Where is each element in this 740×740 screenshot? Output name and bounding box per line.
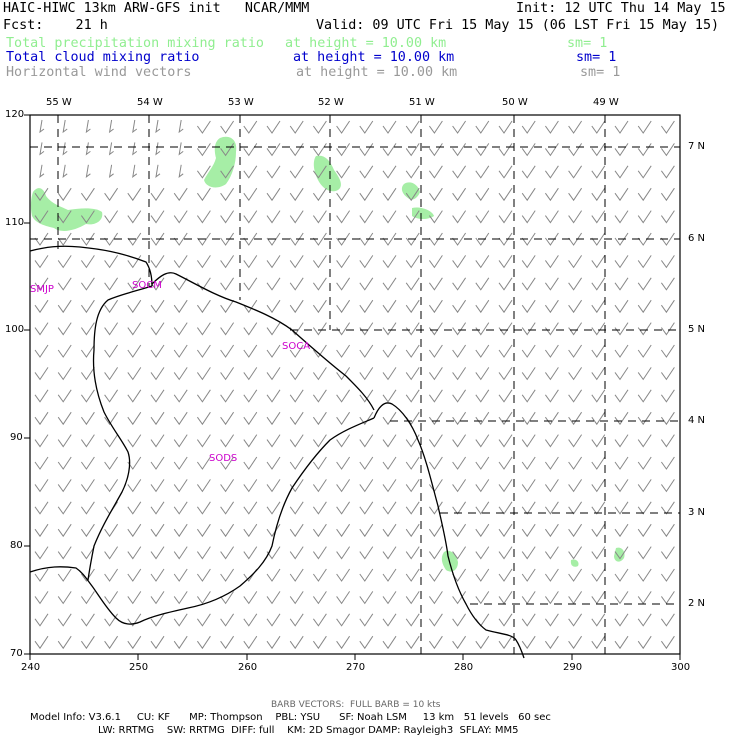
lon-label: 49 W bbox=[593, 97, 619, 108]
model-info-line-1: Model Info: V3.6.1 CU: KF MP: Thompson P… bbox=[30, 712, 551, 723]
y-tick-label: 80 bbox=[10, 540, 23, 551]
precip-area bbox=[401, 182, 420, 200]
precip-area bbox=[614, 547, 625, 562]
lat-label: 2 N bbox=[688, 598, 706, 609]
field-wind-height: at height = 10.00 km bbox=[296, 65, 458, 80]
field-wind-name: Horizontal wind vectors bbox=[6, 65, 192, 80]
lat-label: 6 N bbox=[688, 233, 706, 244]
lat-label: 7 N bbox=[688, 141, 706, 152]
precip-area bbox=[412, 207, 434, 219]
x-tick-label: 290 bbox=[563, 662, 583, 673]
y-tick-label: 90 bbox=[10, 432, 23, 443]
x-tick-label: 260 bbox=[238, 662, 258, 673]
wind-barb bbox=[34, 119, 675, 650]
x-tick-label: 300 bbox=[671, 662, 691, 673]
x-tick-label: 240 bbox=[21, 662, 41, 673]
model-title: HAIC-HIWC 13km ARW-GFS init NCAR/MMM bbox=[3, 1, 310, 16]
border-line bbox=[373, 402, 525, 659]
station-label: SOCM bbox=[132, 280, 162, 291]
lon-label: 52 W bbox=[318, 97, 344, 108]
lon-label: 51 W bbox=[409, 97, 435, 108]
model-info-line-2: LW: RRTMG SW: RRTMG DIFF: full KM: 2D Sm… bbox=[98, 725, 519, 736]
lat-label: 3 N bbox=[688, 507, 706, 518]
precip-areas bbox=[30, 136, 625, 572]
lon-label: 55 W bbox=[46, 97, 72, 108]
field-precip-sm: sm= 1 bbox=[567, 36, 608, 51]
precip-area bbox=[313, 155, 341, 192]
lon-label: 50 W bbox=[502, 97, 528, 108]
border-line bbox=[87, 285, 153, 581]
border-line bbox=[29, 417, 375, 625]
lat-lon-grid bbox=[30, 115, 680, 654]
field-cloud-name: Total cloud mixing ratio bbox=[6, 50, 200, 65]
field-wind-sm: sm= 1 bbox=[580, 65, 621, 80]
barb-legend: BARB VECTORS: FULL BARB = 10 kts bbox=[271, 700, 441, 710]
y-tick-label: 70 bbox=[10, 648, 23, 659]
valid-time: Valid: 09 UTC Fri 15 May 15 (06 LST Fri … bbox=[316, 18, 720, 33]
wind-barbs bbox=[34, 119, 675, 650]
station-label: SOCA bbox=[282, 341, 311, 352]
y-tick-label: 100 bbox=[5, 324, 25, 335]
field-cloud-sm: sm= 1 bbox=[576, 50, 617, 65]
field-precip-height: at height = 10.00 km bbox=[285, 36, 447, 51]
border-line bbox=[151, 272, 375, 411]
precip-area bbox=[204, 136, 237, 188]
border-line bbox=[29, 245, 153, 287]
x-tick-label: 270 bbox=[346, 662, 366, 673]
axis-ticks bbox=[24, 114, 681, 660]
precip-area bbox=[570, 559, 579, 567]
station-label: SODS bbox=[209, 453, 238, 464]
x-tick-label: 280 bbox=[454, 662, 474, 673]
y-tick-label: 110 bbox=[5, 217, 25, 228]
lat-label: 4 N bbox=[688, 415, 706, 426]
coastline bbox=[29, 245, 525, 659]
field-cloud-height: at height = 10.00 km bbox=[293, 50, 455, 65]
y-tick-label: 120 bbox=[5, 109, 25, 120]
field-precip-name: Total precipitation mixing ratio bbox=[6, 36, 264, 51]
lon-label: 53 W bbox=[228, 97, 254, 108]
station-label: SMJP bbox=[30, 284, 54, 295]
lon-label: 54 W bbox=[137, 97, 163, 108]
forecast-hour: Fcst: 21 h bbox=[3, 18, 108, 33]
lat-label: 5 N bbox=[688, 324, 706, 335]
x-tick-label: 250 bbox=[129, 662, 149, 673]
init-time: Init: 12 UTC Thu 14 May 15 bbox=[516, 1, 726, 16]
